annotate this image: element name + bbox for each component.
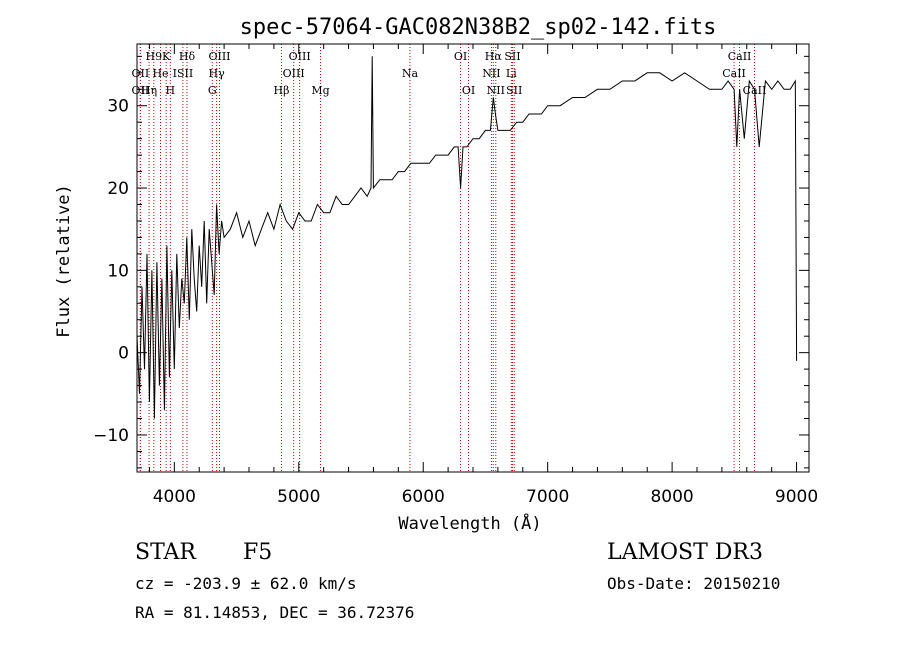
x-tick-label-6000: 6000 <box>402 487 445 507</box>
chart-title: spec-57064-GAC082N38B2_sp02-142.fits <box>240 15 717 40</box>
marker-label-2: Hδ <box>179 50 196 63</box>
x-tick-label-5000: 5000 <box>277 487 320 507</box>
marker-label-12: Hγ <box>209 67 226 80</box>
x-tick-label-7000: 7000 <box>526 487 569 507</box>
marker-label-11: ISII <box>173 67 194 80</box>
marker-label-26: SII <box>506 84 522 97</box>
survey-name: LAMOST DR3 <box>607 540 763 565</box>
marker-label-15: NII <box>482 67 500 80</box>
x-axis-ticks: 4000 5000 6000 7000 8000 9000 <box>148 44 818 507</box>
redshift-velocity: cz = -203.9 ± 62.0 km/s <box>135 574 357 593</box>
marker-label-8: CaII <box>728 50 752 63</box>
y-tick-label-0: 0 <box>118 344 129 364</box>
x-tick-label-4000: 4000 <box>153 487 196 507</box>
marker-label-1: K <box>162 50 171 63</box>
spectrum-series-line <box>136 56 798 419</box>
marker-label-20: H <box>166 84 176 97</box>
marker-label-18: OII <box>132 84 150 97</box>
y-tick-label--10: −10 <box>93 426 129 446</box>
marker-label-5: OI <box>454 50 467 63</box>
y-tick-label-30: 30 <box>107 97 129 117</box>
marker-label-3: OIII <box>208 50 230 63</box>
y-axis-ticks: −10 0 10 20 30 <box>93 55 809 469</box>
line-markers <box>139 44 755 472</box>
marker-label-10: He <box>152 67 168 80</box>
observation-date: Obs-Date: 20150210 <box>607 574 781 593</box>
y-tick-label-10: 10 <box>107 261 129 281</box>
marker-label-9: OII <box>132 67 150 80</box>
marker-label-0: H9 <box>146 50 163 63</box>
marker-label-7: SII <box>504 50 520 63</box>
marker-label-16: Li <box>506 67 517 80</box>
object-class: STAR <box>135 540 196 565</box>
marker-label-19: Hη <box>141 84 157 97</box>
y-tick-label-20: 20 <box>107 179 129 199</box>
marker-label-14: Na <box>402 67 419 80</box>
marker-label-4: OIII <box>289 50 311 63</box>
marker-label-21: G <box>208 84 217 97</box>
x-tick-label-8000: 8000 <box>650 487 693 507</box>
coordinates: RA = 81.14853, DEC = 36.72376 <box>135 603 415 622</box>
y-axis-label: Flux (relative) <box>54 184 74 338</box>
x-tick-label-9000: 9000 <box>775 487 818 507</box>
marker-label-17: CaII <box>722 67 746 80</box>
marker-label-22: Hβ <box>274 84 290 97</box>
x-axis-label: Wavelength (Å) <box>398 512 541 534</box>
plot-frame <box>136 43 810 473</box>
object-subclass: F5 <box>243 540 273 565</box>
marker-label-24: OI <box>462 84 475 97</box>
marker-label-27: CaII <box>743 84 767 97</box>
marker-label-6: Hα <box>485 50 503 63</box>
marker-label-25: NII <box>487 84 505 97</box>
marker-label-23: Mg <box>311 84 329 97</box>
marker-label-13: OIII <box>283 67 305 80</box>
